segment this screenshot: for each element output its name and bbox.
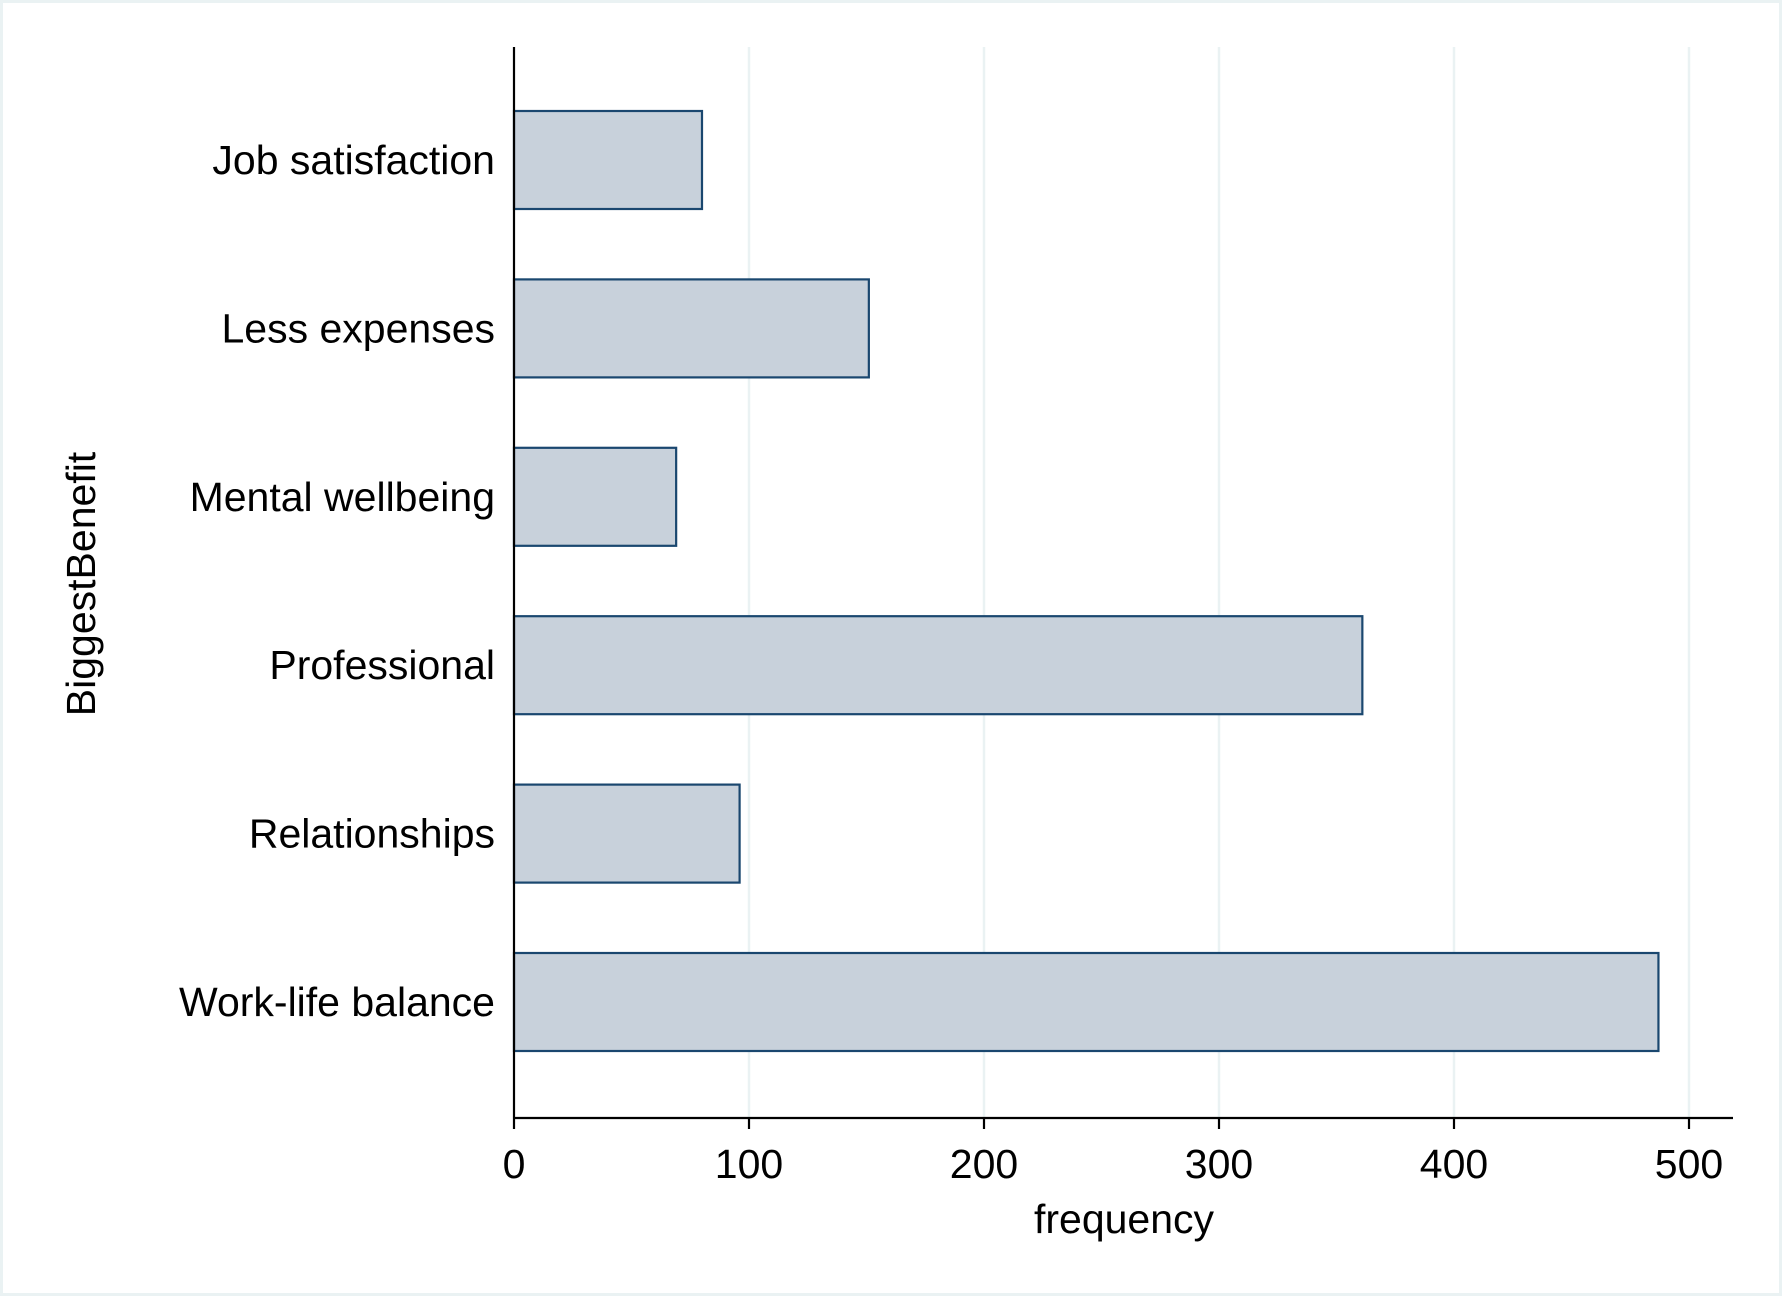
axes (512, 47, 1733, 1120)
bar (512, 446, 678, 547)
category-labels: Job satisfaction Less expenses Mental well… (179, 137, 495, 1025)
category-label: Relationships (249, 811, 495, 857)
category-label: Mental wellbeing (190, 474, 495, 520)
x-tick-label: 100 (715, 1141, 783, 1187)
bar (512, 615, 1364, 716)
x-tick-label: 0 (503, 1141, 526, 1187)
y-axis-title: BiggestBenefit (58, 451, 104, 716)
category-label: Professional (269, 642, 495, 688)
category-label: Job satisfaction (212, 137, 495, 183)
bar (512, 109, 704, 211)
grid-lines (747, 47, 1691, 1118)
x-tick-label: 500 (1655, 1141, 1723, 1187)
x-tick-label: 300 (1185, 1141, 1253, 1187)
bar (512, 951, 1660, 1053)
bar (512, 278, 870, 379)
bar (512, 783, 741, 884)
category-label: Less expenses (221, 305, 495, 351)
bar-chart: 0 100 200 300 400 500 Job satisfaction Less ex… (58, 47, 1733, 1242)
x-ticks: 0 100 200 300 400 500 (503, 1118, 1723, 1187)
x-tick-label: 200 (950, 1141, 1018, 1187)
x-tick-label: 400 (1420, 1141, 1488, 1187)
category-label: Work-life balance (179, 979, 495, 1025)
bars (512, 109, 1660, 1053)
x-axis-title: frequency (1034, 1196, 1215, 1242)
